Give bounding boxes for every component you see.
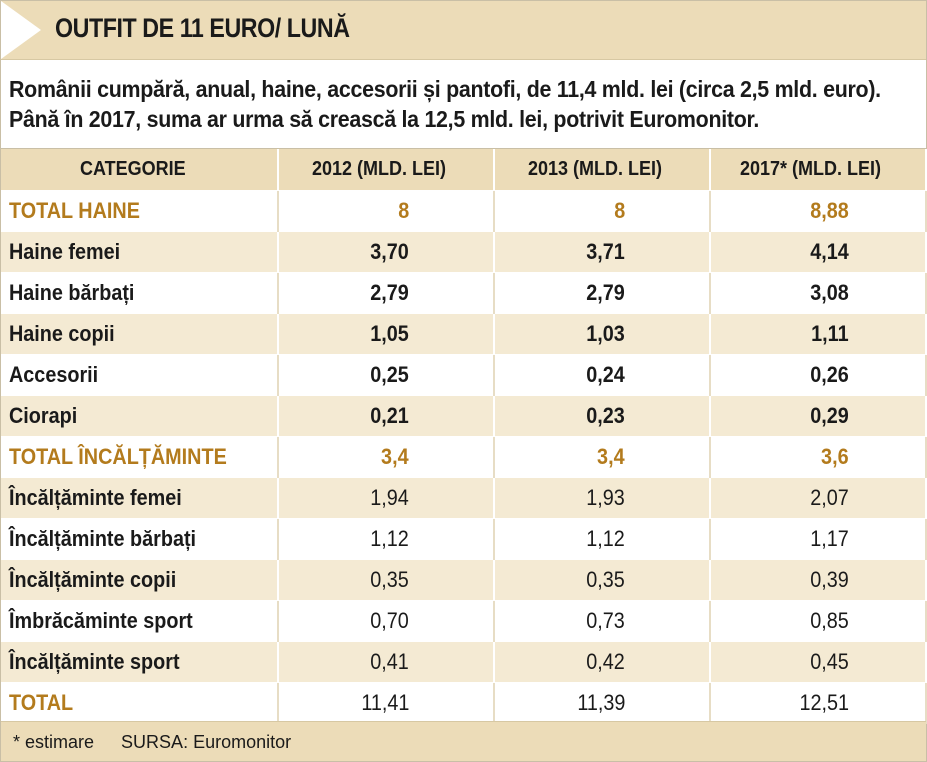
value-2017: 2,07 (710, 477, 927, 519)
value-2017: 1,17 (710, 518, 927, 560)
row-label: Haine femei (1, 231, 279, 273)
value-2013: 1,03 (494, 313, 711, 355)
value-2013: 11,39 (494, 682, 711, 724)
panel-title: OUTFIT DE 11 EURO/ LUNĂ (55, 13, 350, 43)
table-row: TOTAL ÎNCĂLȚĂMINTE 3,4 3,4 3,6 (1, 436, 927, 478)
value-2012: 3,4 (278, 436, 495, 478)
value-2017: 3,6 (710, 436, 927, 478)
value-2013: 1,93 (494, 477, 711, 519)
row-label: Încălțăminte femei (1, 477, 279, 519)
value-2013: 0,24 (494, 354, 711, 396)
column-header-category: CATEGORIE (1, 149, 279, 191)
value-2012: 1,05 (278, 313, 495, 355)
spending-table: CATEGORIE 2012 (MLD. LEI) 2013 (MLD. LEI… (1, 149, 927, 724)
value-2017: 3,08 (710, 272, 927, 314)
column-header-2013: 2013 (MLD. LEI) (494, 149, 711, 191)
intro-paragraph: Românii cumpără, anual, haine, accesorii… (9, 76, 881, 132)
value-2017: 12,51 (710, 682, 927, 724)
table-row: Accesorii 0,25 0,24 0,26 (1, 354, 927, 396)
table-row: TOTAL HAINE 8 8 8,88 (1, 190, 927, 232)
row-label: TOTAL ÎNCĂLȚĂMINTE (1, 436, 279, 478)
table-row: Haine copii 1,05 1,03 1,11 (1, 313, 927, 355)
table-row: Haine bărbați 2,79 2,79 3,08 (1, 272, 927, 314)
value-2013: 0,73 (494, 600, 711, 642)
table-row: Haine femei 3,70 3,71 4,14 (1, 231, 927, 273)
row-label: Haine bărbați (1, 272, 279, 314)
value-2017: 0,39 (710, 559, 927, 601)
value-2012: 1,12 (278, 518, 495, 560)
value-2012: 1,94 (278, 477, 495, 519)
value-2013: 0,35 (494, 559, 711, 601)
row-label: TOTAL (1, 682, 279, 724)
value-2012: 2,79 (278, 272, 495, 314)
value-2012: 8 (278, 190, 495, 232)
row-label: Încălțăminte bărbați (1, 518, 279, 560)
value-2017: 0,45 (710, 641, 927, 683)
row-label: Încălțăminte copii (1, 559, 279, 601)
arrow-marker-icon (1, 1, 41, 59)
value-2012: 11,41 (278, 682, 495, 724)
row-label: Îmbrăcăminte sport (1, 600, 279, 642)
value-2017: 8,88 (710, 190, 927, 232)
row-label: Accesorii (1, 354, 279, 396)
value-2013: 3,71 (494, 231, 711, 273)
table-header-row: CATEGORIE 2012 (MLD. LEI) 2013 (MLD. LEI… (1, 149, 927, 191)
value-2013: 0,42 (494, 641, 711, 683)
value-2017: 0,29 (710, 395, 927, 437)
table-row: Ciorapi 0,21 0,23 0,29 (1, 395, 927, 437)
row-label: TOTAL HAINE (1, 190, 279, 232)
value-2013: 8 (494, 190, 711, 232)
value-2017: 4,14 (710, 231, 927, 273)
value-2013: 3,4 (494, 436, 711, 478)
value-2012: 0,21 (278, 395, 495, 437)
title-banner: OUTFIT DE 11 EURO/ LUNĂ (1, 1, 926, 60)
value-2017: 0,85 (710, 600, 927, 642)
table-row: TOTAL 11,41 11,39 12,51 (1, 682, 927, 724)
value-2012: 0,35 (278, 559, 495, 601)
table-row: Încălțăminte copii 0,35 0,35 0,39 (1, 559, 927, 601)
source-credit: SURSA: Euromonitor (121, 732, 292, 752)
value-2017: 0,26 (710, 354, 927, 396)
table-row: Îmbrăcăminte sport 0,70 0,73 0,85 (1, 600, 927, 642)
value-2013: 2,79 (494, 272, 711, 314)
column-header-2012: 2012 (MLD. LEI) (278, 149, 495, 191)
table-row: Încălțăminte sport 0,41 0,42 0,45 (1, 641, 927, 683)
value-2012: 0,41 (278, 641, 495, 683)
column-header-2017: 2017* (MLD. LEI) (710, 149, 927, 191)
value-2017: 1,11 (710, 313, 927, 355)
estimate-note: * estimare (13, 732, 95, 752)
table-row: Încălțăminte bărbați 1,12 1,12 1,17 (1, 518, 927, 560)
row-label: Încălțăminte sport (1, 641, 279, 683)
intro-text: Românii cumpără, anual, haine, accesorii… (1, 60, 926, 149)
row-label: Haine copii (1, 313, 279, 355)
value-2013: 1,12 (494, 518, 711, 560)
value-2012: 0,25 (278, 354, 495, 396)
table-row: Încălțăminte femei 1,94 1,93 2,07 (1, 477, 927, 519)
value-2012: 3,70 (278, 231, 495, 273)
row-label: Ciorapi (1, 395, 279, 437)
footnote-bar: * estimare SURSA: Euromonitor (1, 721, 926, 761)
value-2012: 0,70 (278, 600, 495, 642)
value-2013: 0,23 (494, 395, 711, 437)
